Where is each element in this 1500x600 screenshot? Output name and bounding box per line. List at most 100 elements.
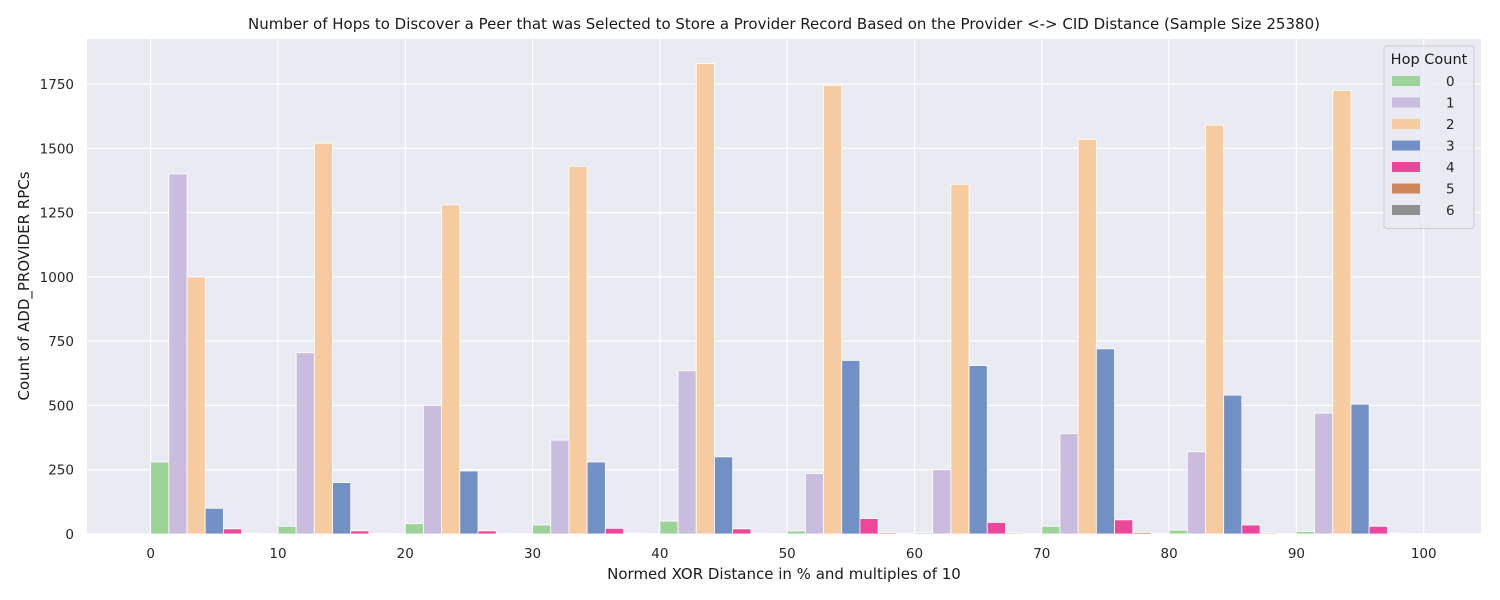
y-tick-label: 1000 xyxy=(40,270,74,286)
bar-hop-2 xyxy=(1205,124,1225,535)
legend-swatch-5 xyxy=(1392,183,1420,194)
legend-label-6: 6 xyxy=(1446,203,1455,219)
legend-swatch-0 xyxy=(1392,76,1420,86)
x-tick-labels: 0 10 20 30 40 50 60 70 80 90 100 xyxy=(146,546,1436,562)
x-tick-label: 0 xyxy=(146,546,155,562)
legend-swatch-2 xyxy=(1392,119,1420,129)
x-tick-label: 20 xyxy=(397,546,414,562)
bar-hop-1 xyxy=(423,405,443,535)
bar-hop-2 xyxy=(568,165,588,535)
x-axis-label: Normed XOR Distance in % and multiples o… xyxy=(607,565,961,583)
x-tick-label: 70 xyxy=(1033,546,1050,562)
legend-title: Hop Count xyxy=(1391,52,1468,68)
bar-hop-1 xyxy=(677,370,697,535)
bar-hop-5 xyxy=(623,532,643,535)
bar-hop-0 xyxy=(1041,525,1061,535)
bar-hop-0 xyxy=(150,461,170,535)
bar-hop-1 xyxy=(550,439,570,535)
bar-hop-3 xyxy=(968,365,988,535)
x-tick-label: 50 xyxy=(779,546,796,562)
bar-hop-0 xyxy=(1296,531,1315,535)
y-tick-label: 750 xyxy=(48,334,74,350)
legend-label-1: 1 xyxy=(1446,96,1455,112)
bar-hop-0 xyxy=(277,525,297,535)
bar-hop-3 xyxy=(1223,394,1243,535)
legend-swatch-3 xyxy=(1392,140,1420,151)
bar-hop-0 xyxy=(1168,529,1188,535)
x-tick-label: 90 xyxy=(1288,546,1305,562)
bar-hop-2 xyxy=(695,63,715,535)
bar-hop-0 xyxy=(914,532,934,535)
bar-hop-5 xyxy=(1259,532,1279,535)
bar-hop-2 xyxy=(950,183,970,535)
bar-hop-2 xyxy=(441,204,461,535)
x-tick-label: 60 xyxy=(906,546,923,562)
bar-hop-5 xyxy=(1132,532,1152,535)
x-tick-label: 40 xyxy=(651,546,668,562)
x-tick-label: 10 xyxy=(269,546,286,562)
bar-hop-0 xyxy=(786,530,806,535)
legend-label-4: 4 xyxy=(1446,160,1455,176)
bar-hop-1 xyxy=(1186,451,1206,535)
bar-hop-5 xyxy=(241,532,261,535)
x-tick-label: 80 xyxy=(1161,546,1178,562)
bar-hop-4 xyxy=(477,530,497,535)
y-tick-label: 500 xyxy=(48,398,74,414)
bar-hop-1 xyxy=(932,469,952,535)
bar-hop-6 xyxy=(895,533,915,535)
bar-hop-6 xyxy=(1150,533,1170,535)
legend: Hop Count 0 1 2 3 4 5 6 xyxy=(1383,45,1475,229)
bars-group xyxy=(150,63,1425,535)
legend-box xyxy=(1383,45,1475,229)
y-axis-label: Count of ADD_PROVIDER RPCs xyxy=(15,171,34,400)
bar-hop-5 xyxy=(368,533,388,535)
bar-hop-3 xyxy=(1350,403,1370,535)
y-tick-label: 1250 xyxy=(40,206,74,222)
legend-items: 0 1 2 3 4 5 6 xyxy=(1392,74,1455,219)
bar-hop-4 xyxy=(604,527,624,535)
legend-swatch-4 xyxy=(1392,162,1420,172)
y-tick-label: 250 xyxy=(48,463,74,479)
bar-hop-4 xyxy=(222,528,242,535)
bar-hop-5 xyxy=(877,532,897,535)
legend-label-3: 3 xyxy=(1446,139,1455,155)
bar-hop-3 xyxy=(459,470,479,535)
bar-hop-1 xyxy=(168,173,188,535)
legend-swatch-1 xyxy=(1392,97,1420,108)
bar-hop-2 xyxy=(1077,138,1097,535)
bar-hop-4 xyxy=(986,522,1006,535)
bar-hop-3 xyxy=(841,360,861,535)
bar-hop-4 xyxy=(732,528,752,535)
bar-hop-4 xyxy=(350,530,370,535)
bar-hop-3 xyxy=(586,461,606,535)
bar-hop-3 xyxy=(332,482,352,535)
bar-hop-2 xyxy=(1332,90,1352,535)
bar-hop-5 xyxy=(1005,532,1025,535)
legend-label-0: 0 xyxy=(1446,74,1455,90)
bar-hop-4 xyxy=(1241,524,1261,535)
bar-hop-3 xyxy=(1095,348,1115,535)
bar-hop-1 xyxy=(804,473,824,535)
x-tick-label: 100 xyxy=(1411,546,1437,562)
x-tick-label: 30 xyxy=(524,546,541,562)
bar-hop-1 xyxy=(1314,412,1334,535)
bar-hop-2 xyxy=(823,84,843,535)
bar-hop-5 xyxy=(750,533,770,535)
y-tick-label: 1500 xyxy=(40,141,74,157)
bar-hop-0 xyxy=(532,524,552,535)
legend-label-5: 5 xyxy=(1446,182,1455,198)
bar-hop-0 xyxy=(404,523,424,535)
bar-hop-3 xyxy=(204,507,224,535)
bar-hop-1 xyxy=(1059,433,1079,535)
bar-hop-1 xyxy=(295,352,315,535)
bar-hop-2 xyxy=(186,276,206,535)
y-tick-labels: 0 250 500 750 1000 1250 1500 1750 xyxy=(40,77,74,543)
bar-hop-4 xyxy=(859,518,879,535)
bar-hop-4 xyxy=(1114,519,1134,535)
bar-hop-4 xyxy=(1368,525,1388,535)
chart-title: Number of Hops to Discover a Peer that w… xyxy=(248,15,1320,33)
legend-label-2: 2 xyxy=(1446,117,1455,133)
bar-hop-3 xyxy=(714,456,734,535)
legend-swatch-6 xyxy=(1392,205,1420,215)
